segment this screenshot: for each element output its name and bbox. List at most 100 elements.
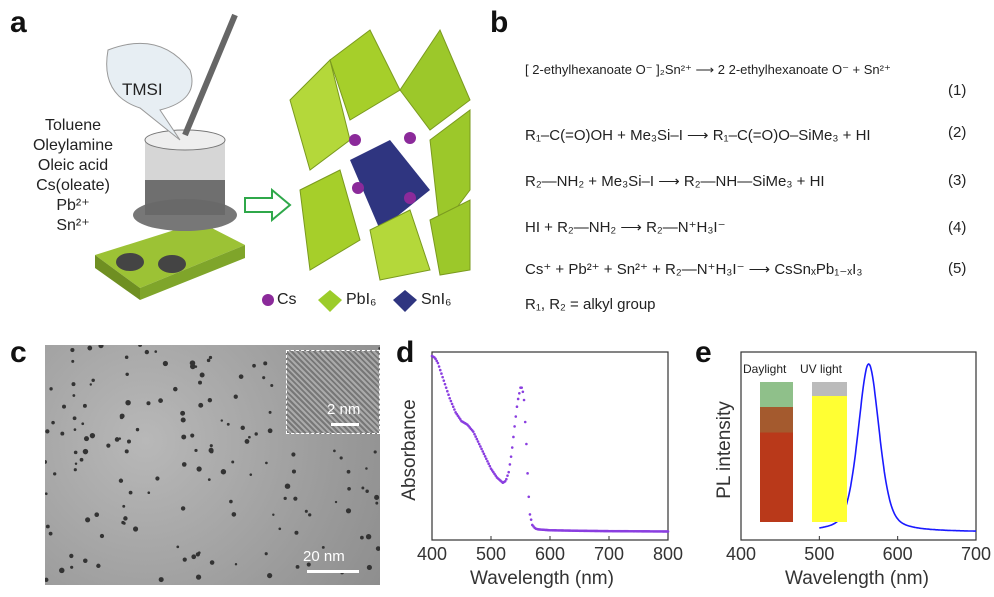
x-tick-label: 700 [960,544,992,564]
nanocrystal [155,476,160,481]
nanocrystal [334,500,338,504]
nanocrystal [234,563,238,566]
nanocrystal [306,562,311,567]
nanocrystal [70,347,75,353]
x-tick-label: 600 [882,544,913,564]
absorbance-point [484,457,488,461]
absorbance-point [483,455,487,458]
nanocrystal [62,404,67,409]
nanocrystal [270,383,274,387]
absorbance-point [525,442,528,446]
nanocrystal [220,469,227,475]
nanocrystal [267,428,273,434]
absorbance-point [442,379,446,382]
nanocrystal [264,552,268,556]
uv-vial-photo [812,382,847,522]
nanocrystal [82,448,89,455]
x-tick-label: 700 [593,544,625,564]
nanocrystal [118,437,122,440]
reagent-list: Toluene Oleylamine Oleic acid Cs(oleate)… [18,116,128,236]
x-tick-label: 800 [652,544,684,564]
nanocrystal [207,397,213,403]
nanocrystal [208,355,213,360]
nanocrystal [181,434,187,440]
nanocrystal [70,565,74,569]
nanocrystal [173,386,178,392]
absorbance-point [437,365,441,368]
absorbance-point [503,480,507,483]
absorbance-point [521,390,525,394]
nanocrystal [146,401,151,406]
nanocrystal [278,527,282,531]
nanocrystal [72,394,76,397]
nanocrystal [291,452,296,457]
x-axis-label: Wavelength (nm) [785,568,929,589]
nanocrystal [333,449,336,453]
nanocrystal [195,574,202,580]
absorbance-point [475,437,479,441]
absorbance-point [487,462,490,466]
nanocrystal [119,415,124,420]
nanocrystal [144,349,150,355]
nanocrystal [254,432,258,436]
absorbance-point [518,392,521,395]
nanocrystal [180,417,186,423]
absorbance-point [505,477,508,481]
x-axis-label: Wavelength (nm) [470,568,614,589]
x-tick-label: 500 [475,544,507,564]
absorbance-point [507,470,510,474]
nanocrystal [98,343,104,349]
nanocrystal [74,462,78,465]
absorbance-point [476,440,480,443]
nanocrystal [181,462,187,467]
nanocrystal [180,410,186,416]
nanocrystal [125,372,129,377]
reagent: Sn²⁺ [56,217,90,234]
absorbance-point [472,430,475,433]
nanocrystal [196,466,202,472]
nanocrystal [49,387,53,391]
knob-icon [116,253,144,271]
nanocrystal [229,499,233,504]
inset-scale-label: 2 nm [327,401,361,418]
nanocrystal [190,433,195,438]
nanocrystal [69,553,74,559]
nanocrystal [79,457,84,462]
absorbance-point [443,382,447,386]
nanocrystal [128,490,133,495]
absorbance-point [528,513,532,516]
absorbance-point [473,432,476,436]
scale-label: 20 nm [303,548,345,565]
nanocrystal [44,577,49,583]
equation-4: HI + R₂—NH₂ ⟶ R₂—N⁺H₃I⁻ [525,219,726,236]
nanocrystal [199,372,205,378]
nanocrystal [197,551,201,555]
nanocrystal [71,382,76,387]
nanocrystal [89,383,92,386]
nanocrystal [206,358,211,363]
right-arrow-icon [244,187,292,223]
nanocrystal [231,460,235,464]
panel-label-d: d [396,336,415,369]
nanocrystal [81,422,85,426]
absorbance-point [480,447,483,451]
daylight-vial-photo [760,382,793,522]
absorbance-point [520,386,523,389]
nanocrystal [291,469,297,474]
nanocrystal [262,376,266,380]
nanocrystal [121,520,125,525]
absorbance-point [527,495,531,499]
nanocrystal [126,439,131,444]
nanocrystal [295,564,300,569]
reagent: Oleylamine [32,137,114,154]
x-tick-label: 400 [725,544,757,564]
panel-label-a: a [10,6,27,39]
absorbance-point [440,372,443,375]
reagent: Oleic acid [37,157,109,174]
nanocrystal [375,546,381,552]
absorbance-point [448,396,451,400]
equation-number: (3) [948,172,967,189]
nanocrystal [346,469,351,474]
equation-3: R₂—NH₂ + Me₃Si–I ⟶ R₂—NH—SiMe₃ + HI [525,173,825,190]
tem-image: 2 nm 20 nm [43,343,381,585]
